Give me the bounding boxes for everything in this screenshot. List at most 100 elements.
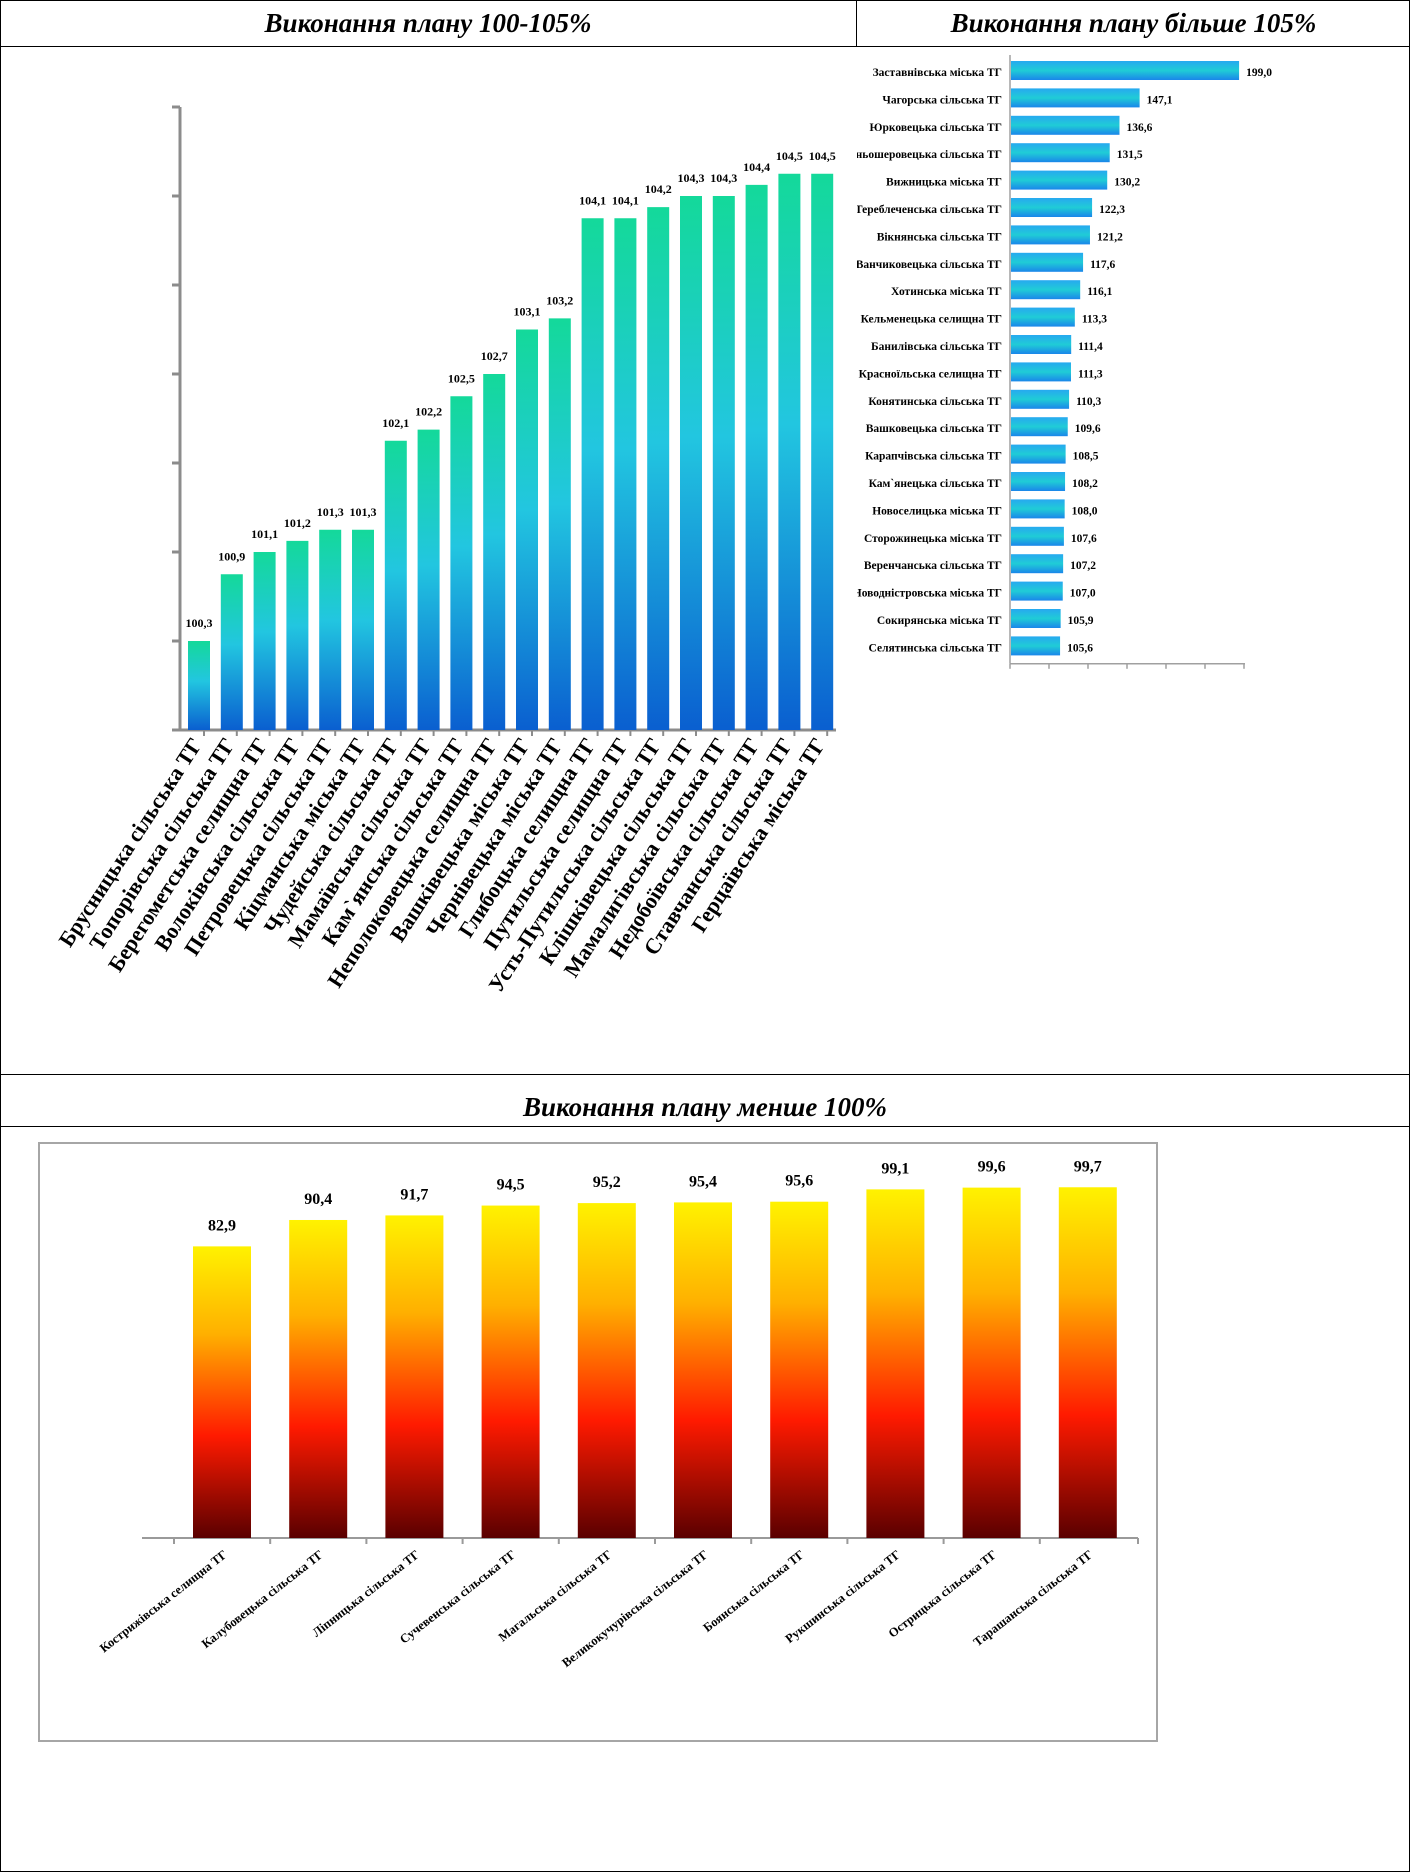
data-label: 136,6 bbox=[1126, 122, 1152, 134]
bar bbox=[1011, 581, 1063, 601]
data-label: 113,3 bbox=[1082, 314, 1107, 326]
bar bbox=[811, 173, 834, 730]
data-label: 101,1 bbox=[251, 527, 278, 541]
category-label: Вікнянська сільська ТГ bbox=[877, 231, 1002, 243]
data-label: 105,9 bbox=[1068, 615, 1094, 627]
bar bbox=[1011, 143, 1110, 163]
bar bbox=[1011, 554, 1064, 574]
bar bbox=[1011, 335, 1072, 354]
bar bbox=[962, 1187, 1021, 1538]
data-label: 121,2 bbox=[1097, 231, 1123, 243]
data-label: 110,3 bbox=[1076, 396, 1101, 408]
data-label: 102,2 bbox=[415, 405, 442, 419]
bar bbox=[866, 1189, 925, 1538]
category-label: Сокирянська міська ТГ bbox=[877, 615, 1002, 627]
data-label: 131,5 bbox=[1117, 149, 1143, 161]
bar bbox=[712, 196, 735, 730]
section-divider bbox=[0, 1074, 1410, 1075]
data-label: 117,6 bbox=[1090, 259, 1115, 271]
data-label: 91,7 bbox=[400, 1186, 428, 1203]
category-label: Ліпницька сільська ТГ bbox=[310, 1547, 423, 1639]
data-label: 95,6 bbox=[785, 1173, 813, 1190]
header-plan-below-100: Виконання плану менше 100% bbox=[522, 1092, 888, 1122]
bar bbox=[1011, 198, 1093, 217]
bar bbox=[1011, 444, 1066, 464]
bar bbox=[450, 396, 473, 730]
data-label: 199,0 bbox=[1246, 67, 1272, 79]
bar bbox=[481, 1205, 540, 1538]
bar bbox=[745, 184, 768, 730]
category-label: Острицька сільська ТГ bbox=[886, 1547, 1000, 1640]
data-label: 99,7 bbox=[1074, 1158, 1102, 1175]
data-label: 104,3 bbox=[710, 171, 737, 185]
category-label: Боянська сільська ТГ bbox=[700, 1547, 807, 1635]
data-label: 99,1 bbox=[881, 1160, 909, 1177]
category-label: Селятинська сільська ТГ bbox=[869, 642, 1002, 654]
bar bbox=[253, 552, 276, 730]
data-label: 102,5 bbox=[448, 371, 475, 385]
bar bbox=[1011, 88, 1140, 108]
data-label: 107,2 bbox=[1070, 560, 1096, 572]
data-label: 104,5 bbox=[809, 149, 836, 163]
data-label: 109,6 bbox=[1075, 423, 1101, 435]
bar bbox=[385, 1215, 444, 1538]
category-label: Хотинська міська ТГ bbox=[891, 286, 1002, 298]
bar bbox=[680, 196, 702, 730]
bar bbox=[1011, 115, 1120, 135]
bar bbox=[1011, 61, 1240, 80]
chart-plan-below-100-border bbox=[38, 1142, 1158, 1742]
bar bbox=[1058, 1187, 1117, 1538]
category-label: Вижницька міська ТГ bbox=[886, 177, 1002, 189]
data-label: 105,6 bbox=[1067, 642, 1093, 654]
data-label: 102,1 bbox=[382, 416, 409, 430]
category-label: Сторожинецька міська ТГ bbox=[864, 533, 1002, 545]
bar bbox=[319, 529, 342, 730]
category-label: Горішньошеровецька сільська ТГ bbox=[857, 149, 1002, 161]
bar bbox=[516, 329, 538, 730]
data-label: 104,3 bbox=[678, 171, 705, 185]
data-label: 104,1 bbox=[579, 193, 606, 207]
data-label: 102,7 bbox=[481, 349, 508, 363]
data-label: 107,0 bbox=[1070, 588, 1096, 600]
bar bbox=[1011, 526, 1064, 546]
bar bbox=[1011, 472, 1066, 491]
category-label: Кельменецька селищна ТГ bbox=[861, 314, 1002, 326]
category-label: Новодністровська міська ТГ bbox=[857, 588, 1002, 600]
bar bbox=[417, 429, 440, 730]
data-label: 103,2 bbox=[546, 293, 573, 307]
bar bbox=[1011, 252, 1084, 272]
data-label: 95,4 bbox=[689, 1173, 717, 1190]
bar bbox=[1011, 636, 1061, 656]
category-label: Вашковецька сільська ТГ bbox=[866, 423, 1002, 435]
bar bbox=[193, 1246, 251, 1538]
category-label: Банилівська сільська ТГ bbox=[871, 341, 1002, 353]
data-label: 103,1 bbox=[514, 305, 541, 319]
data-label: 108,0 bbox=[1072, 505, 1098, 517]
data-label: 108,5 bbox=[1073, 451, 1099, 463]
data-label: 99,6 bbox=[978, 1159, 1006, 1176]
data-label: 100,9 bbox=[218, 549, 245, 563]
category-label: Тереблеченська сільська ТГ bbox=[857, 204, 1002, 216]
bar bbox=[1011, 280, 1081, 300]
data-label: 104,1 bbox=[612, 193, 639, 207]
bar bbox=[220, 574, 243, 730]
bar bbox=[1011, 389, 1070, 409]
data-label: 101,3 bbox=[317, 505, 344, 519]
category-label: Кам`янецька сільська ТГ bbox=[869, 478, 1002, 490]
data-label: 94,5 bbox=[497, 1177, 525, 1194]
data-label: 101,2 bbox=[284, 516, 311, 530]
header-column-divider bbox=[856, 0, 857, 46]
category-label: Чагорська сільська ТГ bbox=[882, 94, 1002, 106]
data-label: 104,4 bbox=[743, 160, 770, 174]
bar bbox=[1011, 609, 1061, 628]
bar bbox=[674, 1202, 732, 1538]
bar bbox=[581, 218, 604, 730]
bar bbox=[1011, 170, 1108, 190]
category-label: Карапчівська сільська ТГ bbox=[865, 451, 1002, 463]
bar bbox=[1011, 225, 1090, 245]
header-plan-above-105: Виконання плану більше 105% bbox=[950, 8, 1317, 38]
category-label: Ванчиковецька сільська ТГ bbox=[857, 259, 1002, 271]
category-label: Юрковецька сільська ТГ bbox=[870, 122, 1002, 134]
data-label: 130,2 bbox=[1114, 177, 1140, 189]
